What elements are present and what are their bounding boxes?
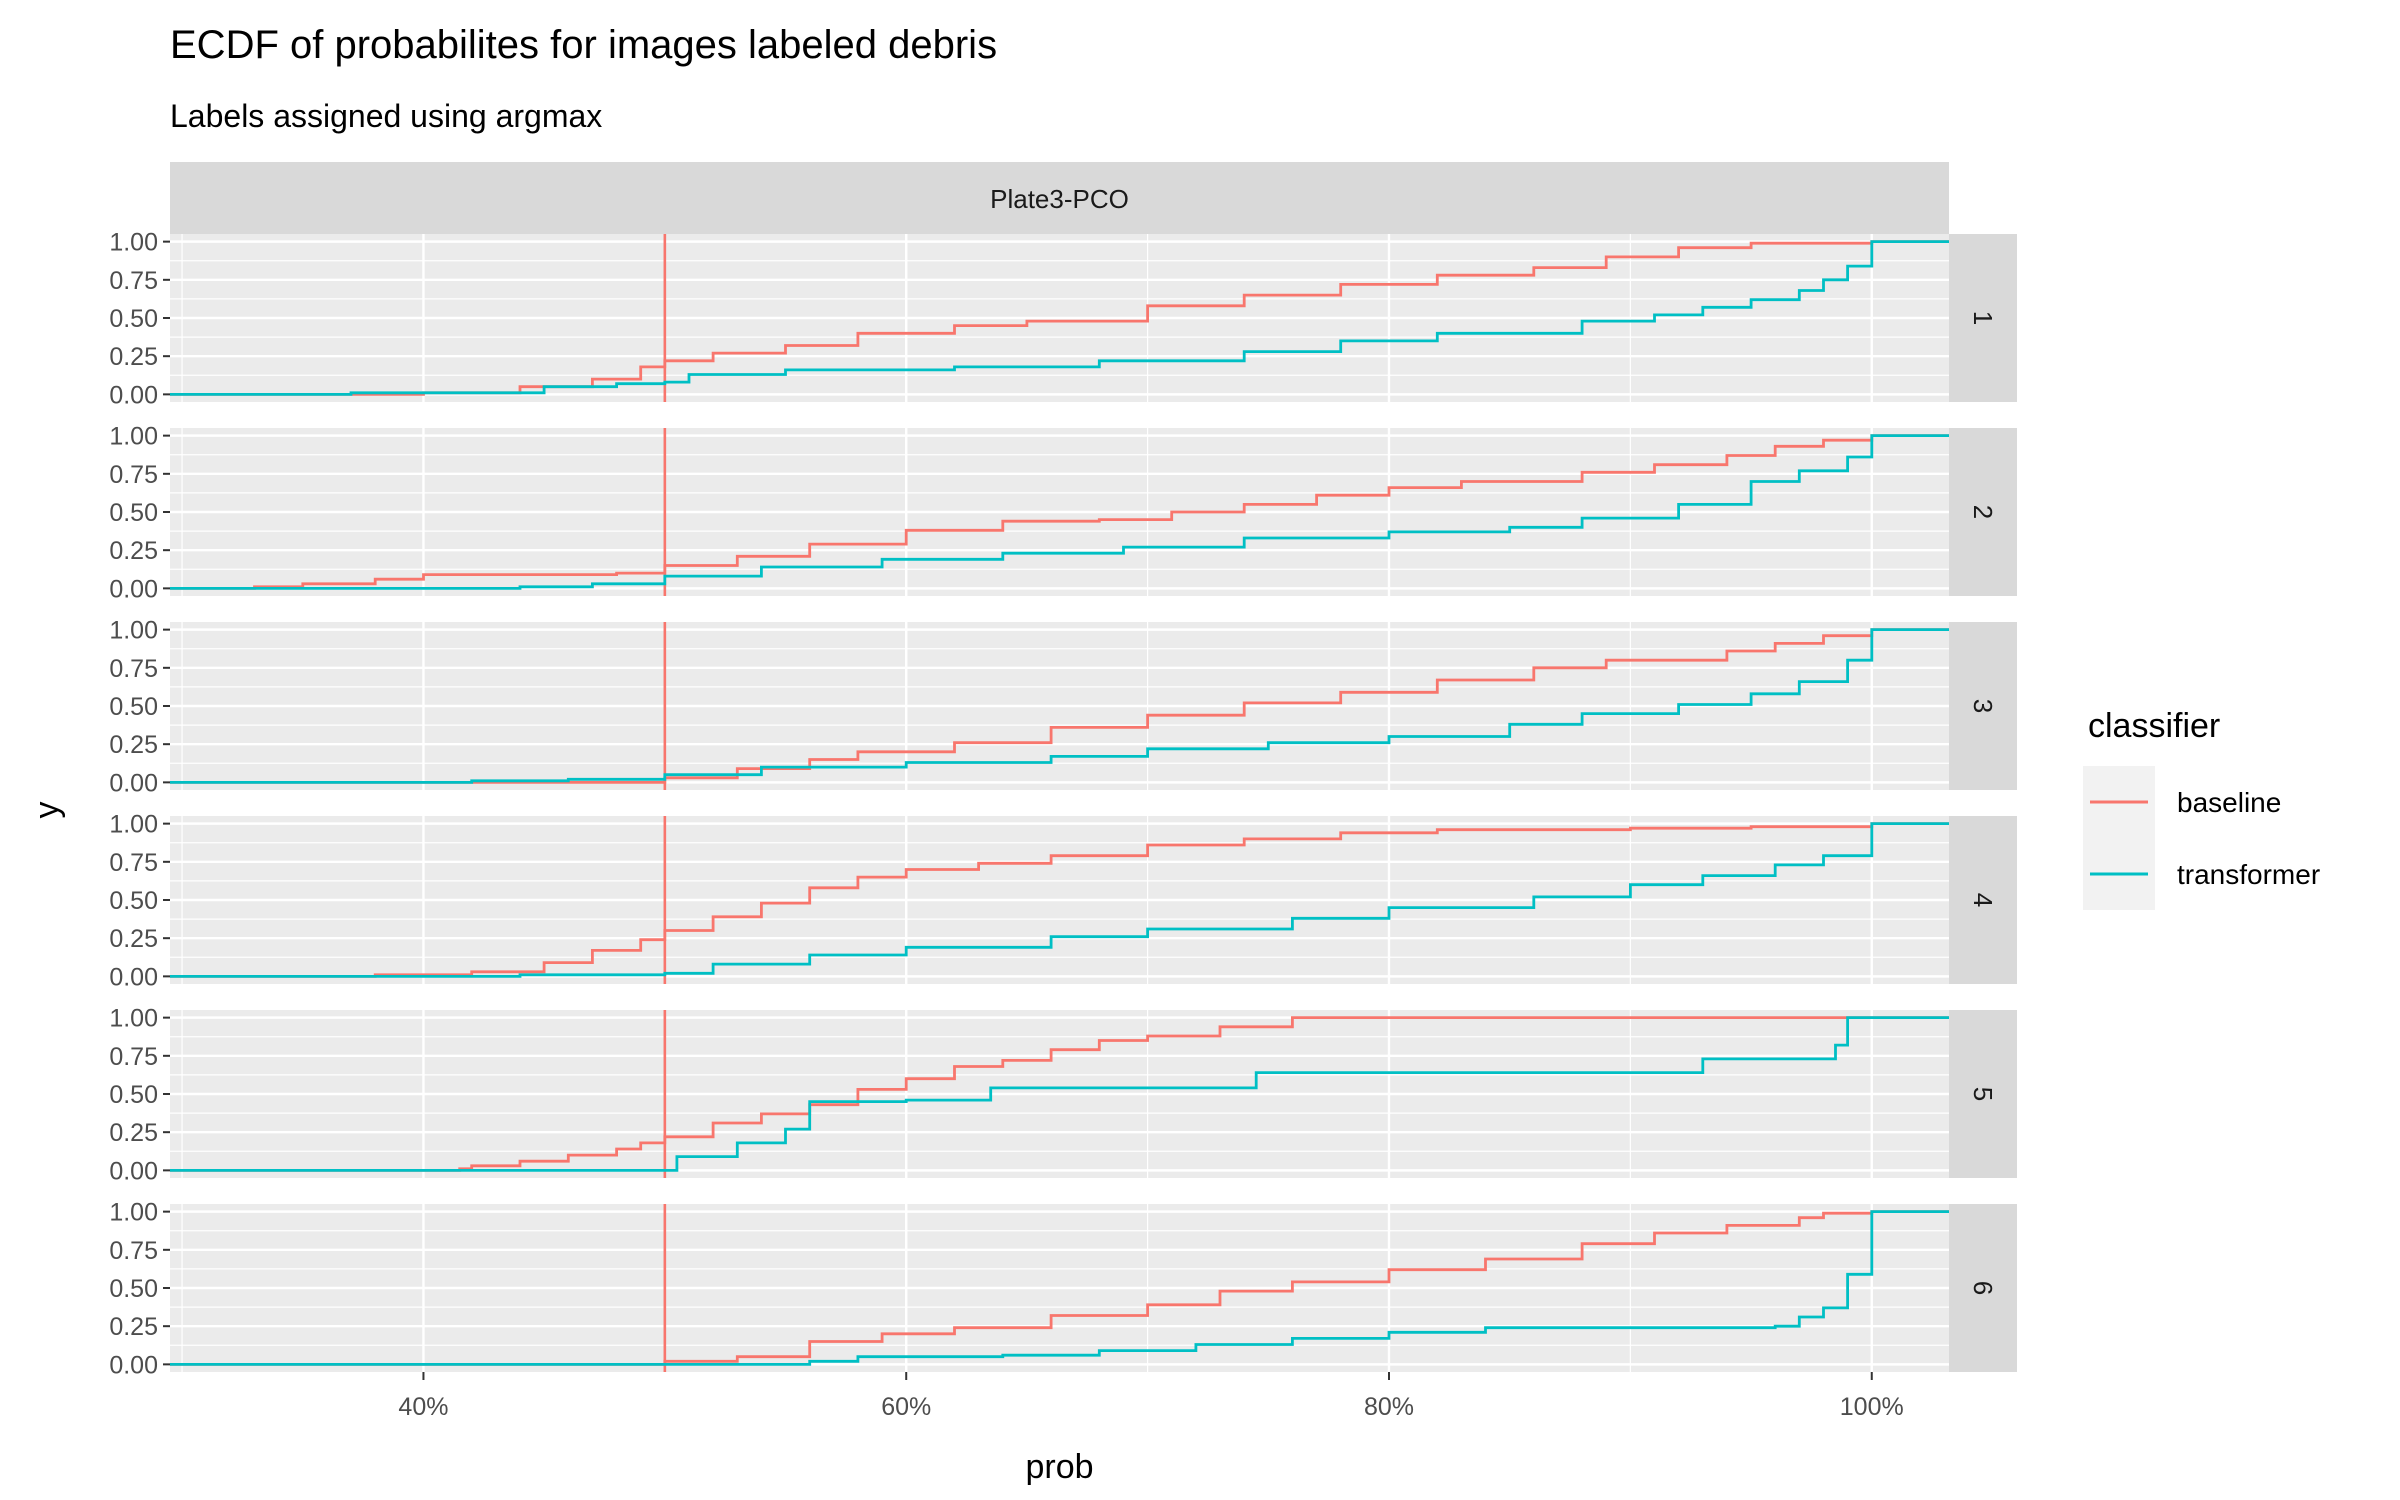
facet-panel-4: 0.00 0.25 0.50 0.75 1.00 4	[109, 811, 2017, 991]
y-tick-label: 0.25	[109, 537, 158, 565]
chart-subtitle: Labels assigned using argmax	[170, 98, 602, 134]
y-tick-label: 0.00	[109, 575, 158, 603]
y-tick-label: 0.75	[109, 461, 158, 489]
y-tick-label: 0.00	[109, 769, 158, 797]
y-tick-label: 0.00	[109, 381, 158, 409]
ecdf-line-transformer	[170, 628, 1949, 784]
facet-strip-right-label: 5	[1968, 1087, 1998, 1101]
legend-label-transformer: transformer	[2177, 859, 2320, 890]
facet-strip-right	[1949, 1010, 2017, 1178]
y-tick-label: 0.50	[109, 1275, 158, 1303]
facet-panel-5: 0.00 0.25 0.50 0.75 1.00 5	[109, 1005, 2017, 1185]
facet-strip-right-label: 1	[1968, 311, 1998, 325]
ecdf-line-transformer	[170, 1210, 1949, 1366]
facet-strip-right	[1949, 234, 2017, 402]
y-tick-label: 0.25	[109, 343, 158, 371]
y-tick-label: 0.25	[109, 731, 158, 759]
facet-strip-right-label: 6	[1968, 1281, 1998, 1295]
facet-strip-right	[1949, 428, 2017, 596]
y-tick-label: 1.00	[109, 423, 158, 451]
x-tick-label: 40%	[398, 1393, 448, 1421]
y-tick-label: 1.00	[109, 229, 158, 257]
y-tick-label: 0.50	[109, 1081, 158, 1109]
legend-label-baseline: baseline	[2177, 787, 2281, 818]
facet-strip-right-label: 4	[1968, 893, 1998, 907]
x-tick-label: 60%	[881, 1393, 931, 1421]
facet-panel-2: 0.00 0.25 0.50 0.75 1.00 2	[109, 423, 2017, 603]
facet-panel-6: 0.00 0.25 0.50 0.75 1.00 6	[109, 1199, 2017, 1379]
ecdf-line-baseline	[170, 628, 1949, 784]
facet-strip-right	[1949, 816, 2017, 984]
y-tick-label: 0.75	[109, 267, 158, 295]
y-tick-label: 0.50	[109, 693, 158, 721]
ecdf-line-baseline	[170, 240, 1949, 396]
ecdf-line-transformer	[170, 1016, 1949, 1172]
y-tick-label: 0.50	[109, 499, 158, 527]
y-tick-label: 0.25	[109, 1313, 158, 1341]
y-tick-label: 0.75	[109, 849, 158, 877]
legend: classifier baseline transformer	[2083, 707, 2320, 910]
facet-strip-top-label: Plate3-PCO	[990, 184, 1129, 214]
facet-strip-top	[170, 162, 1949, 234]
ecdf-line-transformer	[170, 434, 1949, 590]
y-tick-label: 1.00	[109, 1005, 158, 1033]
x-axis-title: prob	[1025, 1448, 1093, 1486]
y-axis-title: y	[28, 802, 66, 819]
y-tick-label: 0.50	[109, 887, 158, 915]
facet-strip-right	[1949, 622, 2017, 790]
y-tick-label: 1.00	[109, 1199, 158, 1227]
y-tick-label: 0.25	[109, 1119, 158, 1147]
y-tick-label: 1.00	[109, 617, 158, 645]
facet-panel-1: 0.00 0.25 0.50 0.75 1.00 1	[109, 229, 2017, 409]
facet-strip-right	[1949, 1204, 2017, 1372]
y-tick-label: 1.00	[109, 811, 158, 839]
x-tick-label: 80%	[1364, 1393, 1414, 1421]
facet-panel-3: 0.00 0.25 0.50 0.75 1.00 3	[109, 617, 2017, 797]
y-tick-label: 0.50	[109, 305, 158, 333]
ecdf-line-transformer	[170, 822, 1949, 978]
legend-title: classifier	[2088, 707, 2220, 745]
facet-strip-right-label: 2	[1968, 505, 1998, 519]
y-tick-label: 0.75	[109, 1043, 158, 1071]
y-tick-label: 0.00	[109, 963, 158, 991]
x-tick-label: 100%	[1840, 1393, 1904, 1421]
ecdf-line-transformer	[170, 240, 1949, 396]
ecdf-line-baseline	[170, 1210, 1949, 1366]
y-tick-label: 0.75	[109, 655, 158, 683]
x-axis: 40% 60% 80% 100%	[398, 1372, 1904, 1421]
y-tick-label: 0.75	[109, 1237, 158, 1265]
y-tick-label: 0.00	[109, 1351, 158, 1379]
y-tick-label: 0.25	[109, 925, 158, 953]
chart-title: ECDF of probabilites for images labeled …	[170, 23, 997, 67]
ecdf-line-baseline	[170, 822, 1949, 978]
facet-panels: 0.00 0.25 0.50 0.75 1.00 1 0.00 0.25 0.50 0.75 1.0…	[109, 229, 2017, 1379]
ecdf-line-baseline	[170, 434, 1949, 590]
y-tick-label: 0.00	[109, 1157, 158, 1185]
facet-strip-right-label: 3	[1968, 699, 1998, 713]
